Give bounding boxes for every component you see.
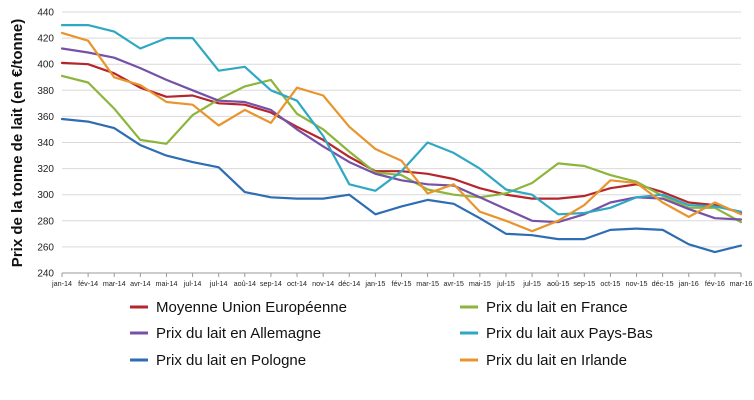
series-line-6: [60, 31, 743, 233]
x-tick-label: jul-14: [183, 279, 202, 288]
x-tick-label: mai-15: [469, 279, 491, 288]
series-line-4: [60, 24, 743, 216]
x-tick-label: mar-16: [730, 279, 753, 288]
x-tick-label: sep-14: [260, 279, 282, 288]
legend-item: Moyenne Union Européenne: [130, 299, 347, 316]
x-tick-label: jan-16: [678, 279, 699, 288]
series-lines: [60, 24, 743, 254]
x-tick-label: jan-15: [364, 279, 385, 288]
y-tick-label: 340: [37, 138, 54, 149]
x-tick-label: avr-14: [130, 279, 150, 288]
legend-label: Prix du lait en Pologne: [156, 352, 306, 369]
x-tick-label: oct-14: [287, 279, 307, 288]
y-tick-label: 400: [37, 60, 54, 71]
x-tick-label: nov-14: [312, 279, 334, 288]
x-tick-label: jul-14: [209, 279, 228, 288]
x-tick-label: mai-14: [155, 279, 177, 288]
x-tick-label: jan-14: [51, 279, 72, 288]
legend-label: Prix du lait en France: [486, 299, 628, 316]
y-tick-label: 300: [37, 190, 54, 201]
x-tick-label: sep-15: [573, 279, 595, 288]
x-tick-label: fév-15: [392, 279, 412, 288]
x-tick-label: mar-14: [103, 279, 126, 288]
legend-label: Prix du lait en Irlande: [486, 352, 627, 369]
y-tick-label: 440: [37, 8, 54, 19]
x-tick-label: oct-15: [600, 279, 620, 288]
series-line-1: [60, 61, 743, 215]
x-tick-label: jul-15: [522, 279, 541, 288]
legend-item: Prix du lait aux Pays-Bas: [460, 325, 653, 342]
x-tick-label: jul-15: [496, 279, 515, 288]
x-tick-label: déc-15: [652, 279, 674, 288]
legend-label: Moyenne Union Européenne: [156, 299, 347, 316]
x-tick-label: fév-16: [705, 279, 725, 288]
legend-item: Prix du lait en Allemagne: [130, 325, 321, 342]
x-tick-label: avr-15: [444, 279, 464, 288]
x-tick-label: nov-15: [626, 279, 648, 288]
x-axis: jan-14 fév-14 mar-14 avr-14 mai-14 jul-14 jul-…: [51, 273, 752, 288]
series-line-3: [60, 47, 743, 224]
y-tick-label: 360: [37, 112, 54, 123]
y-tick-label: 320: [37, 164, 54, 175]
legend-label: Prix du lait en Allemagne: [156, 325, 321, 342]
y-tick-label: 420: [37, 34, 54, 45]
x-tick-label: aoû-14: [234, 279, 256, 288]
legend-item: Prix du lait en France: [460, 299, 628, 316]
legend-label: Prix du lait aux Pays-Bas: [486, 325, 653, 342]
series-line-5: [60, 117, 743, 254]
x-tick-label: fév-14: [78, 279, 98, 288]
series-line-2: [60, 74, 743, 224]
x-tick-label: aoû-15: [547, 279, 569, 288]
legend: Moyenne Union Européenne Prix du lait en …: [130, 299, 653, 369]
y-axis: 240 260 280 300 320 340 360 380 400 420 440: [37, 8, 54, 280]
y-tick-label: 380: [37, 86, 54, 97]
legend-item: Prix du lait en Pologne: [130, 352, 306, 369]
y-tick-label: 240: [37, 269, 54, 280]
y-tick-label: 280: [37, 216, 54, 227]
y-tick-label: 260: [37, 242, 54, 253]
x-tick-label: mar-15: [416, 279, 439, 288]
gridlines: [62, 11, 741, 274]
y-axis-label: Prix de la tonne de lait (en €/tonne): [9, 19, 26, 267]
x-tick-label: déc-14: [338, 279, 360, 288]
legend-item: Prix du lait en Irlande: [460, 352, 627, 369]
